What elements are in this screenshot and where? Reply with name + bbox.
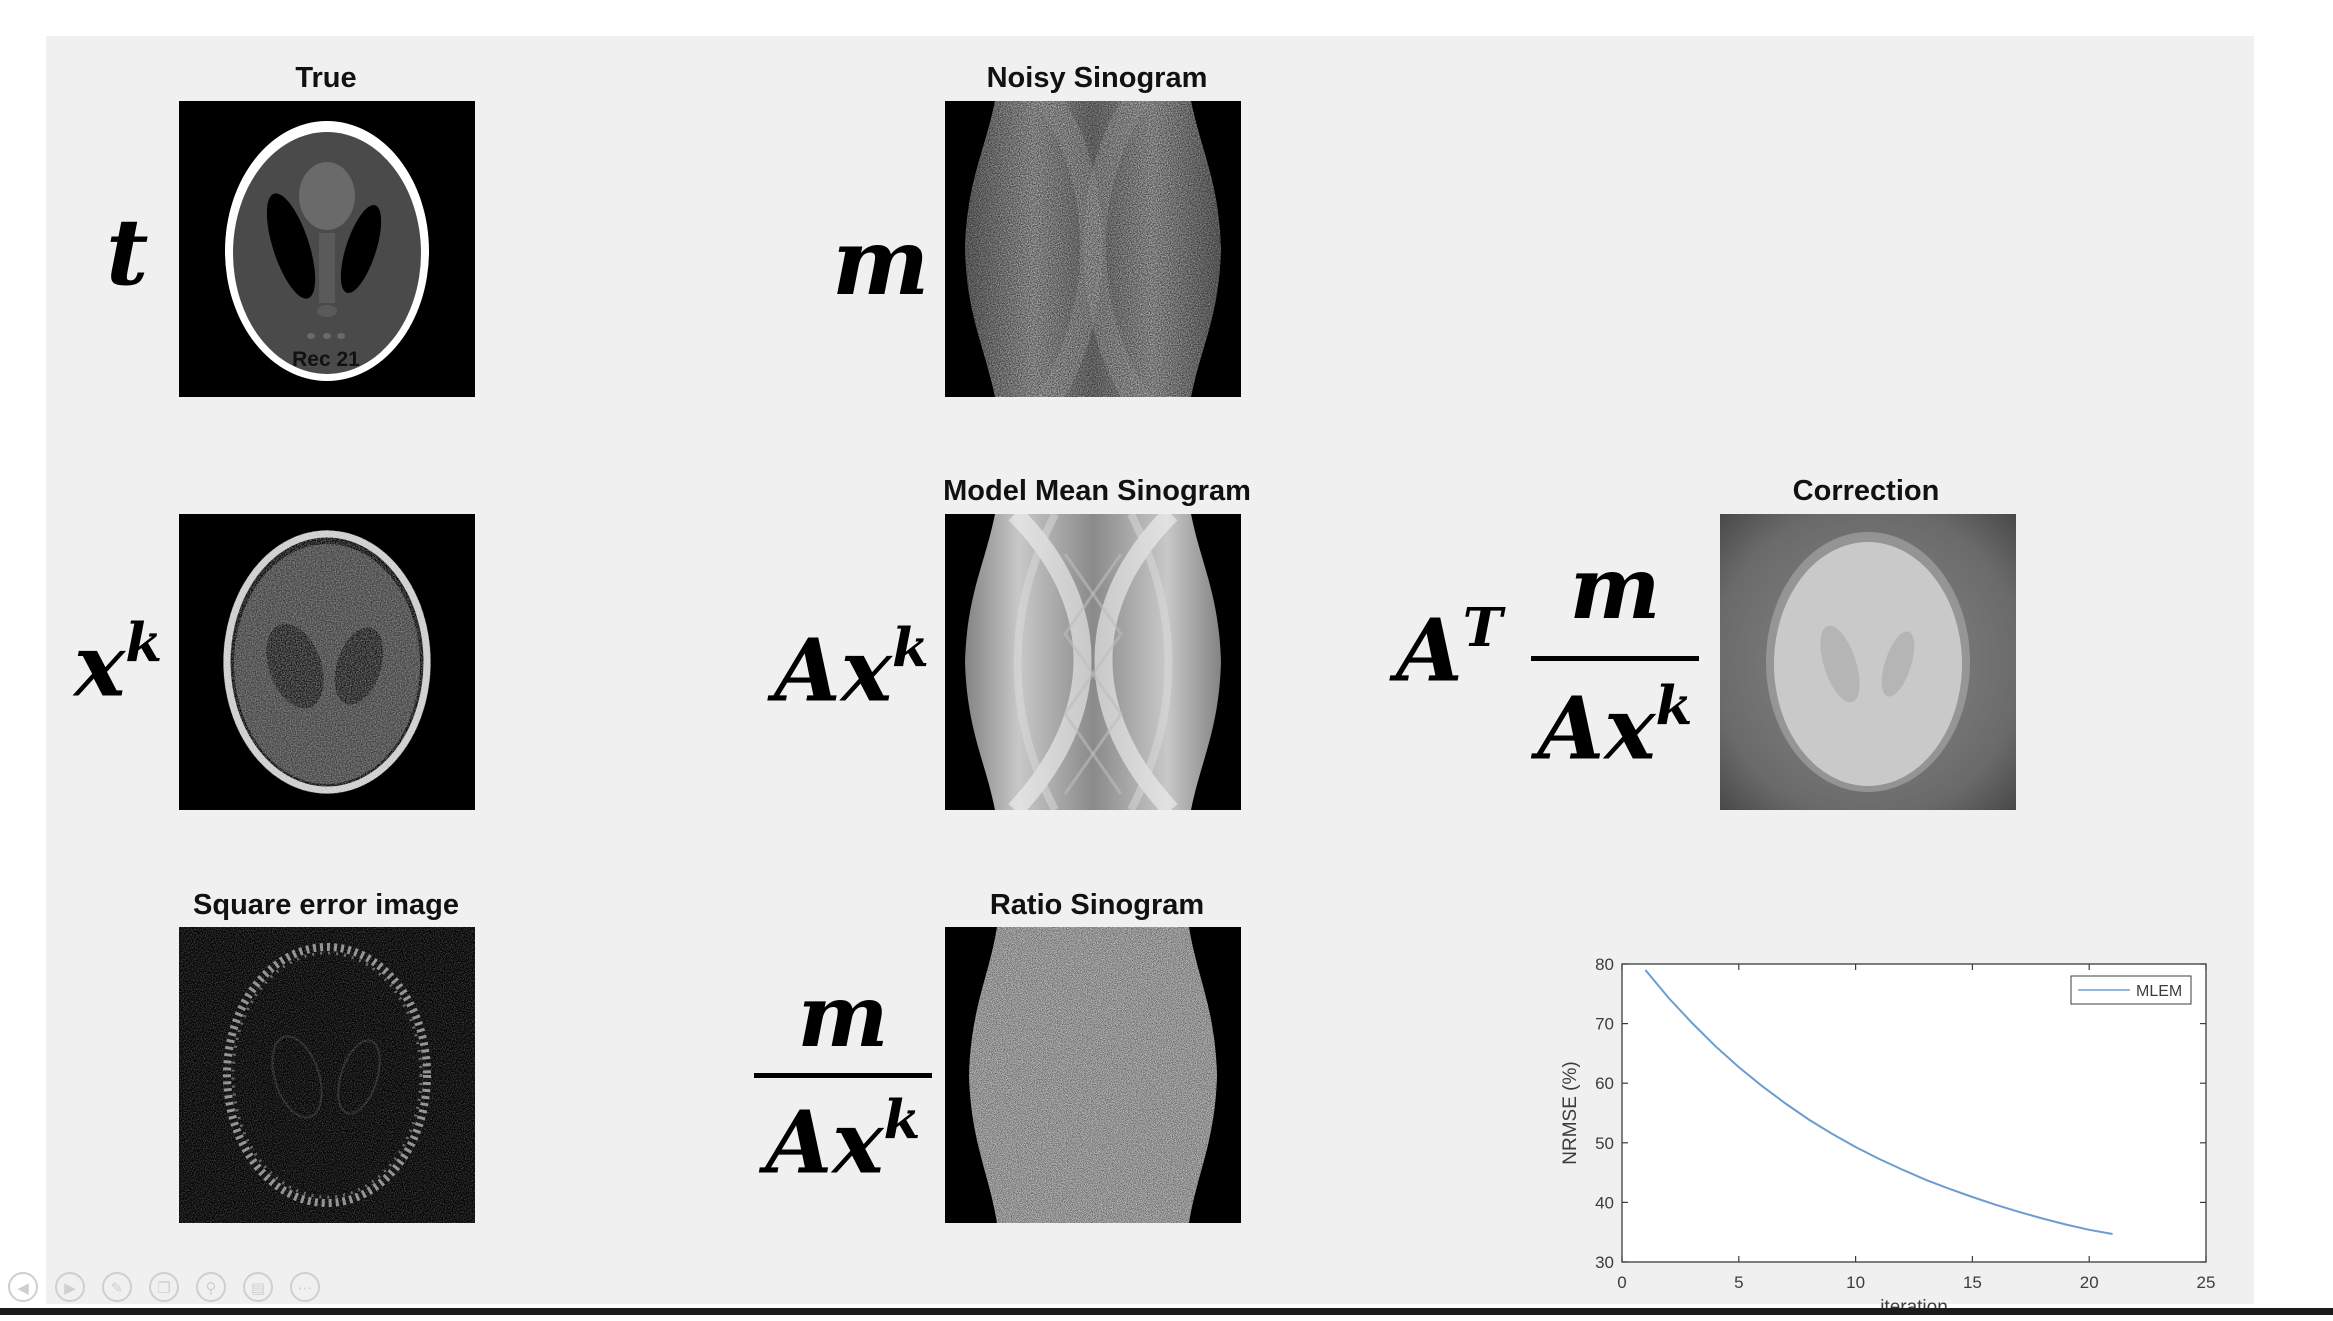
correction-prefix-sup: T (1462, 595, 1503, 659)
y-tick-label: 80 (1595, 955, 1614, 974)
ratio-sinogram-image (945, 927, 1241, 1223)
zoom-icon[interactable]: ⚲ (196, 1272, 226, 1302)
x-tick-label: 0 (1617, 1273, 1626, 1292)
y-tick-label: 40 (1595, 1193, 1614, 1212)
y-tick-label: 30 (1595, 1253, 1614, 1272)
legend-series-label: MLEM (2136, 983, 2182, 1000)
model-mean-sinogram-image (945, 514, 1241, 810)
x-axis-ticks: 0 5 10 15 20 25 (1617, 964, 2215, 1292)
reconstruction-symbol: xk (74, 616, 162, 710)
x-tick-label: 20 (2080, 1273, 2099, 1292)
chart-plot-area (1621, 963, 2207, 1263)
y-axis-ticks: 30 40 50 60 70 80 (1595, 955, 2206, 1272)
correction-fraction: m Axk (1531, 536, 1699, 806)
ratio-denominator-base: Ax (765, 1092, 884, 1194)
correction-denominator-base: Ax (1537, 678, 1656, 780)
ratio-fraction: m Axk (754, 956, 932, 1226)
ratio-denominator: Axk (754, 1093, 932, 1187)
true-image-symbol: t (106, 198, 149, 306)
correction-fraction-bar (1531, 656, 1699, 661)
reconstruction-image (179, 514, 475, 810)
ratio-numerator: m (797, 966, 889, 1067)
ratio-sinogram-title: Ratio Sinogram (989, 889, 1205, 921)
chart-legend: MLEM (2070, 975, 2192, 1005)
correction-title: Correction (1792, 475, 1940, 507)
slide-canvas: True t Noisy Sinogram m (46, 36, 2254, 1318)
reconstruction-title: Rec 21 (292, 348, 360, 371)
model-mean-symbol-sup: k (892, 615, 929, 679)
noisy-sinogram-symbol: m (832, 208, 930, 316)
reconstruction-symbol-base: x (74, 615, 126, 717)
x-tick-label: 5 (1734, 1273, 1743, 1292)
true-phantom-image (179, 101, 475, 397)
model-mean-sinogram-title: Model Mean Sinogram (943, 475, 1251, 507)
true-image-title: True (295, 62, 357, 94)
ratio-denominator-sup: k (883, 1087, 921, 1151)
model-mean-symbol-base: Ax (774, 620, 892, 722)
more-icon[interactable]: ⋯ (290, 1272, 320, 1302)
model-mean-symbol: Axk (774, 621, 929, 715)
noisy-sinogram-image (945, 101, 1241, 397)
prev-icon[interactable]: ◀ (8, 1272, 38, 1302)
x-tick-label: 25 (2197, 1273, 2216, 1292)
correction-prefix: AT (1396, 601, 1502, 695)
correction-numerator: m (1569, 538, 1661, 639)
y-tick-label: 60 (1595, 1074, 1614, 1093)
y-tick-label: 70 (1595, 1015, 1614, 1034)
bottom-dark-bar (0, 1308, 2333, 1315)
correction-denominator: Axk (1531, 679, 1699, 773)
copy-icon[interactable]: ❐ (149, 1272, 179, 1302)
y-tick-label: 50 (1595, 1134, 1614, 1153)
pen-icon[interactable]: ✎ (102, 1272, 132, 1302)
next-icon[interactable]: ▶ (55, 1272, 85, 1302)
subtitles-icon[interactable]: ▤ (243, 1272, 273, 1302)
noisy-sinogram-title: Noisy Sinogram (986, 62, 1208, 94)
x-tick-label: 10 (1846, 1273, 1865, 1292)
correction-denominator-sup: k (1655, 673, 1693, 737)
reconstruction-symbol-sup: k (125, 610, 163, 674)
correction-image (1720, 514, 2016, 810)
square-error-image (179, 927, 475, 1223)
ratio-fraction-bar (754, 1073, 932, 1078)
correction-prefix-base: A (1396, 600, 1463, 702)
series-line-mlem (1644, 969, 2113, 1235)
square-error-title: Square error image (193, 889, 459, 921)
chart-series-group (1644, 969, 2113, 1235)
x-tick-label: 15 (1963, 1273, 1982, 1292)
y-axis-label: NRMSE (%) (1560, 1061, 1581, 1164)
